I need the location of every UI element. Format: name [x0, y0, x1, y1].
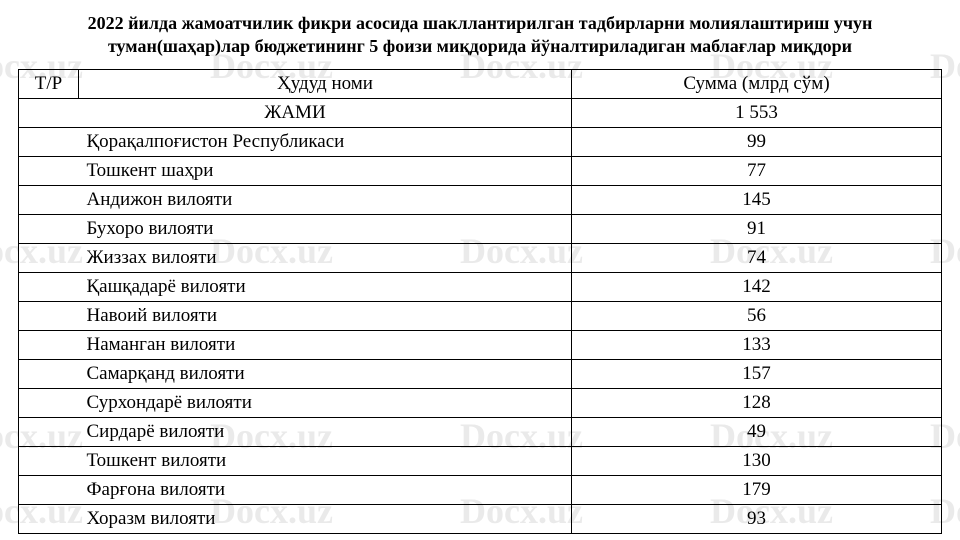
page-title: 2022 йилда жамоатчилик фикри асосида шак… — [18, 12, 942, 59]
data-table: Т/Р Ҳудуд номи Сумма (млрд сўм) ЖАМИ 1 5… — [18, 69, 942, 534]
row-indent — [19, 388, 79, 417]
row-value: 99 — [572, 127, 942, 156]
table-row: Бухоро вилояти91 — [19, 214, 942, 243]
row-indent — [19, 214, 79, 243]
row-indent — [19, 475, 79, 504]
header-tp: Т/Р — [19, 69, 79, 98]
row-name: Қорақалпоғистон Республикаси — [79, 127, 572, 156]
row-value: 130 — [572, 446, 942, 475]
table-total-row: ЖАМИ 1 553 — [19, 98, 942, 127]
table-row: Қорақалпоғистон Республикаси99 — [19, 127, 942, 156]
row-indent — [19, 243, 79, 272]
row-name: Хоразм вилояти — [79, 504, 572, 533]
table-header-row: Т/Р Ҳудуд номи Сумма (млрд сўм) — [19, 69, 942, 98]
row-indent — [19, 446, 79, 475]
row-value: 128 — [572, 388, 942, 417]
header-sum: Сумма (млрд сўм) — [572, 69, 942, 98]
row-name: Бухоро вилояти — [79, 214, 572, 243]
row-indent — [19, 417, 79, 446]
row-indent — [19, 359, 79, 388]
row-name: Андижон вилояти — [79, 185, 572, 214]
row-value: 49 — [572, 417, 942, 446]
row-value: 142 — [572, 272, 942, 301]
row-indent — [19, 330, 79, 359]
total-value: 1 553 — [572, 98, 942, 127]
row-name: Наманган вилояти — [79, 330, 572, 359]
table-row: Навоий вилояти56 — [19, 301, 942, 330]
table-row: Тошкент шаҳри77 — [19, 156, 942, 185]
row-value: 179 — [572, 475, 942, 504]
row-indent — [19, 301, 79, 330]
table-row: Сирдарё вилояти49 — [19, 417, 942, 446]
title-line-2: туман(шаҳар)лар бюджетининг 5 фоизи миқд… — [108, 36, 852, 56]
header-name: Ҳудуд номи — [79, 69, 572, 98]
row-value: 77 — [572, 156, 942, 185]
table-row: Тошкент вилояти130 — [19, 446, 942, 475]
table-row: Наманган вилояти133 — [19, 330, 942, 359]
table-row: Фарғона вилояти179 — [19, 475, 942, 504]
row-name: Қашқадарё вилояти — [79, 272, 572, 301]
total-label: ЖАМИ — [19, 98, 572, 127]
table-row: Андижон вилояти145 — [19, 185, 942, 214]
row-indent — [19, 127, 79, 156]
row-name: Тошкент шаҳри — [79, 156, 572, 185]
row-value: 133 — [572, 330, 942, 359]
table-row: Хоразм вилояти93 — [19, 504, 942, 533]
table-row: Жиззах вилояти74 — [19, 243, 942, 272]
title-line-1: 2022 йилда жамоатчилик фикри асосида шак… — [88, 13, 873, 33]
table-row: Қашқадарё вилояти142 — [19, 272, 942, 301]
row-indent — [19, 272, 79, 301]
row-name: Фарғона вилояти — [79, 475, 572, 504]
row-value: 93 — [572, 504, 942, 533]
row-value: 74 — [572, 243, 942, 272]
row-name: Сирдарё вилояти — [79, 417, 572, 446]
document-content: 2022 йилда жамоатчилик фикри асосида шак… — [0, 0, 960, 534]
row-indent — [19, 504, 79, 533]
table-row: Сурхондарё вилояти128 — [19, 388, 942, 417]
row-name: Сурхондарё вилояти — [79, 388, 572, 417]
row-value: 157 — [572, 359, 942, 388]
row-indent — [19, 156, 79, 185]
row-value: 56 — [572, 301, 942, 330]
row-name: Тошкент вилояти — [79, 446, 572, 475]
table-row: Самарқанд вилояти157 — [19, 359, 942, 388]
row-indent — [19, 185, 79, 214]
row-name: Самарқанд вилояти — [79, 359, 572, 388]
row-value: 91 — [572, 214, 942, 243]
row-name: Навоий вилояти — [79, 301, 572, 330]
row-value: 145 — [572, 185, 942, 214]
row-name: Жиззах вилояти — [79, 243, 572, 272]
